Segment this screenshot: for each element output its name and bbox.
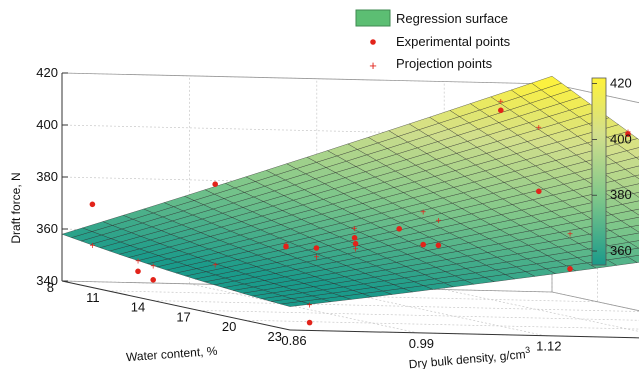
regression-surface [61,76,639,307]
tick-labels: 340360380400420811141720230.860.991.121.… [36,65,561,354]
experimental-point [212,181,218,187]
experimental-point [625,131,631,137]
z-tick-label: 340 [36,273,58,288]
legend-entry-projection: Projection points [396,56,493,71]
axis-line [551,83,639,104]
axis-line [189,283,418,334]
axis-line [289,329,639,339]
axis-line [198,310,639,321]
x-tick-label: 23 [268,329,282,344]
colorbar-tick-label: 360 [610,243,632,258]
experimental-point [420,241,427,248]
colorbar [591,77,607,266]
projection-point: + [498,97,504,108]
colorbar-tick-label: 380 [610,187,632,202]
projection-point: + [567,229,573,240]
projection-point: + [435,216,441,227]
axis-line [153,300,639,312]
z-tick-label: 380 [36,169,58,184]
legend-experimental-marker [370,39,376,45]
projection-point: + [212,261,218,272]
experimental-points: + + + + + + + + + + + + + + + + [89,97,631,326]
axis-line [551,291,639,312]
experimental-point [352,240,359,247]
experimental-point [283,243,289,250]
colorbar-tick-label: 420 [610,76,632,91]
legend-projection-marker: + [369,58,377,73]
x-tick-label: 17 [176,309,190,324]
axis-line [551,291,639,312]
experimental-point [536,188,542,195]
z-tick-label: 400 [36,117,58,132]
projection-point: + [135,257,141,268]
x-tick-label: 20 [222,319,236,334]
x-tick-label: 14 [131,300,145,315]
colorbar-tick-label: 400 [610,131,632,146]
projection-point: + [420,208,426,219]
experimental-point [498,107,504,114]
axis-line [551,291,639,312]
legend-entry-surface: Regression surface [396,11,508,26]
projection-point: + [89,241,95,252]
experimental-point [150,277,156,283]
projection-point: + [625,128,631,139]
axis-line [61,72,553,85]
experimental-point [351,235,358,241]
x-axis-label: Water content, % [126,344,219,364]
axis-line [444,289,639,332]
surface-patch [634,174,639,180]
experimental-point [396,226,403,232]
projection-point: + [150,262,156,273]
y-tick-label: 0.99 [409,336,434,351]
y-axis-label-superscript: 3 [525,345,531,355]
projection-point: + [307,300,313,311]
experimental-point [306,319,313,326]
projection-point: + [536,123,542,134]
projection-point: + [353,244,359,255]
y-tick-label: 0.86 [281,333,306,348]
colorbar-ticks: 360 380 400 420 [592,76,632,258]
projection-point: + [396,225,402,236]
legend: Regression surface Experimental points +… [355,9,511,73]
z-tick-label: 420 [36,65,58,80]
experimental-point [567,266,573,272]
legend-surface-swatch [355,9,391,27]
z-tick-label: 360 [36,221,58,236]
experimental-point [135,268,141,275]
projection-point: + [283,240,289,251]
projection-point: + [352,224,358,235]
z-axis-label: Draft force, N [9,172,23,243]
experimental-point [89,201,96,208]
axis-line [61,280,291,331]
experimental-point [313,245,320,251]
surface-patch [632,192,639,198]
x-tick-label: 11 [86,290,100,305]
projection-point: + [313,253,319,264]
axis-line [316,286,545,337]
experimental-point [435,242,442,249]
axis-line [244,319,639,330]
x-tick-label: 8 [47,280,54,295]
y-tick-label: 1.12 [536,339,561,354]
surface-patch [61,227,93,238]
legend-entry-experimental: Experimental points [396,34,511,49]
